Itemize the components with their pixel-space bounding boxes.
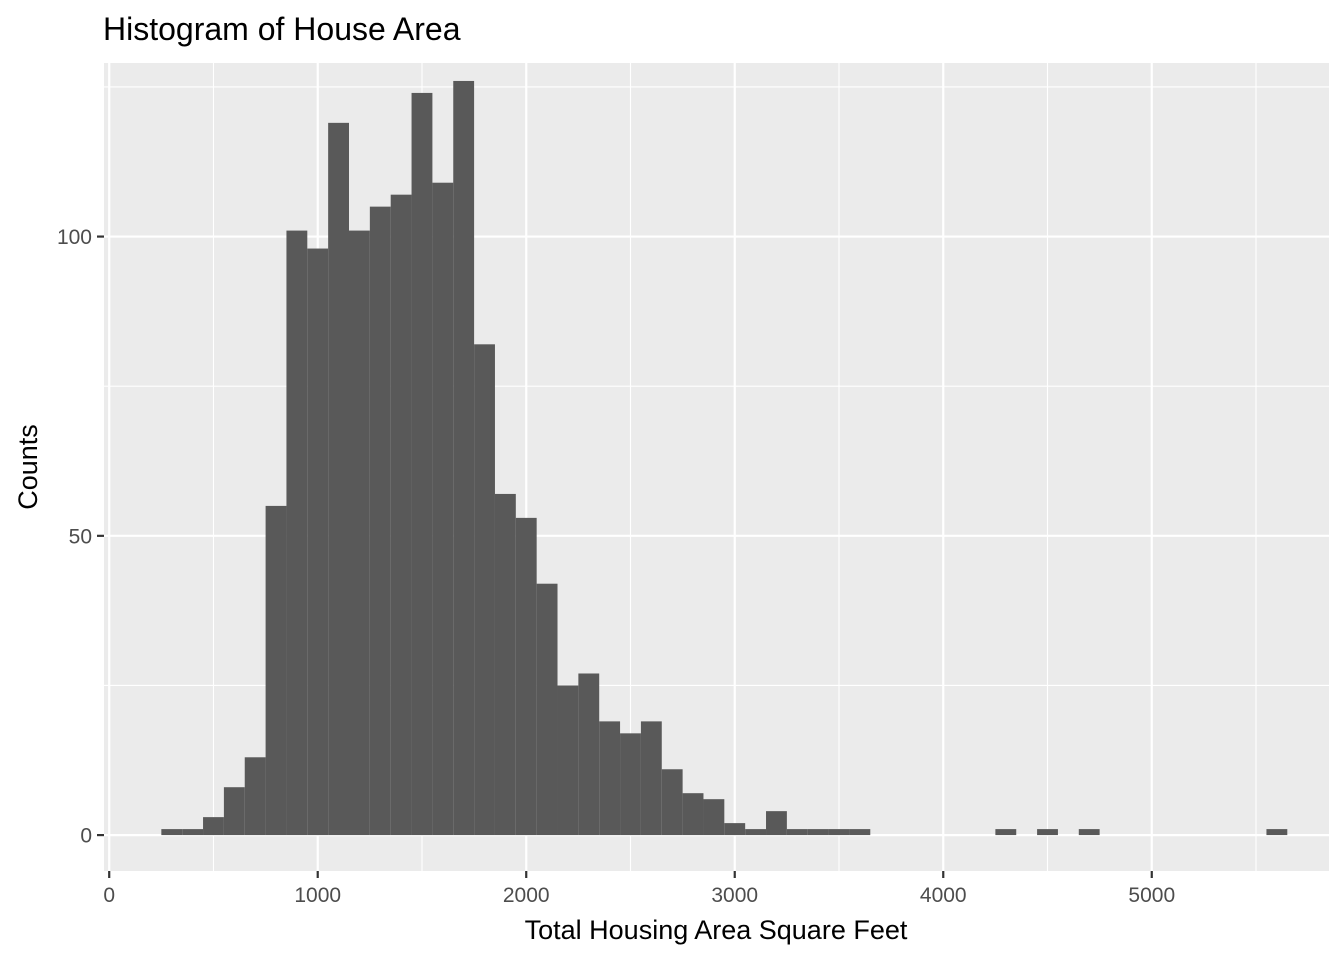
y-tick-label-50: 50	[69, 525, 92, 548]
histogram-bar-6	[286, 230, 308, 836]
histogram-bar-35	[1037, 829, 1058, 836]
histogram-bar-33	[849, 829, 871, 836]
histogram-bar-8	[328, 122, 349, 836]
histogram-bar-37	[1266, 829, 1288, 836]
x-tick-label-4000: 4000	[920, 884, 967, 907]
histogram-bar-22	[620, 733, 641, 836]
histogram-bar-26	[703, 799, 725, 836]
histogram-bar-2	[203, 817, 224, 836]
histogram-bar-3	[223, 787, 245, 836]
x-tick-label-1000: 1000	[294, 884, 341, 907]
histogram-bar-17	[515, 517, 537, 836]
y-tick-label-100: 100	[57, 226, 92, 249]
histogram-bar-16	[494, 493, 516, 836]
histogram-bar-28	[745, 829, 767, 836]
histogram-bar-11	[390, 194, 412, 836]
histogram-bar-1	[182, 829, 204, 836]
x-axis-title: Total Housing Area Square Feet	[525, 915, 908, 945]
histogram-bar-10	[369, 206, 391, 836]
histogram-bars	[161, 80, 1288, 836]
histogram-bar-13	[432, 182, 454, 836]
y-axis-title: Counts	[13, 424, 43, 510]
histogram-bar-0	[161, 829, 183, 836]
y-tick-labels: 0 50 100	[57, 226, 92, 848]
histogram-bar-18	[536, 583, 558, 836]
histogram-bar-23	[640, 721, 662, 836]
histogram-bar-12	[411, 92, 433, 836]
histogram-bar-30	[786, 829, 808, 836]
histogram-bar-32	[828, 829, 850, 836]
histogram-bar-15	[474, 344, 495, 836]
x-tick-marks	[108, 871, 1153, 878]
histogram-bar-19	[557, 685, 579, 836]
histogram-bar-21	[599, 721, 621, 836]
histogram-bar-9	[349, 230, 370, 836]
histogram-bar-36	[1078, 829, 1100, 836]
histogram-bar-31	[807, 829, 829, 836]
histogram-bar-4	[244, 757, 266, 836]
x-tick-label-2000: 2000	[503, 884, 550, 907]
histogram-bar-34	[995, 829, 1017, 836]
chart-title: Histogram of House Area	[103, 11, 461, 47]
y-tick-marks	[97, 235, 104, 837]
histogram-bar-29	[766, 811, 787, 836]
histogram-bar-24	[661, 769, 683, 836]
histogram-bar-27	[724, 823, 746, 836]
histogram-bar-7	[307, 248, 329, 836]
histogram-bar-25	[682, 793, 704, 836]
x-tick-labels: 0 1000 2000 3000 4000 5000	[103, 884, 1175, 907]
x-tick-label-5000: 5000	[1128, 884, 1175, 907]
histogram-bar-14	[453, 80, 475, 836]
histogram-bar-5	[265, 505, 287, 836]
y-tick-label-0: 0	[80, 825, 92, 848]
x-tick-label-3000: 3000	[711, 884, 758, 907]
histogram-bar-20	[578, 673, 600, 836]
x-tick-label-0: 0	[103, 884, 115, 907]
